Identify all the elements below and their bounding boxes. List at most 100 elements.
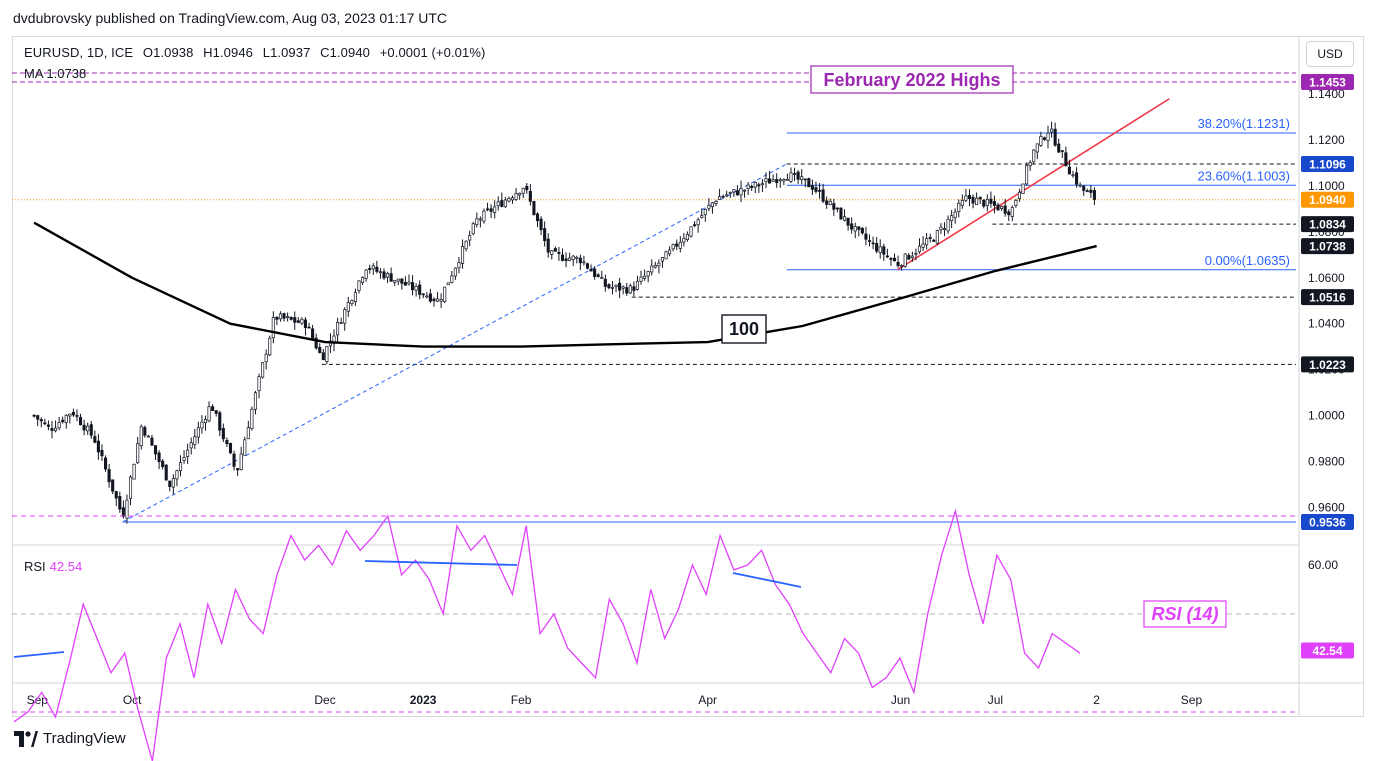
moving-average-line[interactable] — [33, 221, 1097, 348]
candle — [128, 475, 133, 506]
candle — [832, 198, 836, 216]
candle — [785, 173, 789, 181]
candle — [368, 264, 372, 274]
candle — [1014, 198, 1018, 208]
candle — [1071, 170, 1075, 178]
candle — [753, 181, 757, 194]
candle — [671, 243, 675, 252]
legend-symbol[interactable]: EURUSD, 1D, ICE — [24, 45, 134, 60]
candle — [871, 236, 875, 250]
candle — [286, 312, 290, 322]
rsi-title-box[interactable]: RSI (14) — [1143, 600, 1227, 628]
price-badge[interactable]: 1.0834 — [1301, 216, 1354, 233]
annotation-feb-highs[interactable]: February 2022 Highs — [810, 65, 1014, 94]
price-badge[interactable]: 1.0940 — [1301, 191, 1354, 208]
annotation-ma-label[interactable]: 100 — [721, 314, 767, 344]
candle — [393, 279, 397, 286]
candle — [193, 428, 197, 450]
candle — [596, 273, 600, 278]
candle — [889, 257, 893, 266]
candle — [543, 221, 547, 247]
candle — [93, 430, 97, 444]
candle — [782, 178, 786, 186]
candle — [75, 409, 79, 422]
candle — [882, 243, 886, 261]
candle — [118, 491, 122, 513]
footer-brand[interactable]: TradingView — [14, 730, 126, 747]
candle — [353, 288, 357, 306]
candle — [228, 442, 233, 455]
rsi-divergence-line[interactable] — [13, 651, 65, 658]
candle — [907, 252, 911, 260]
price-badge-label: 1.0940 — [1309, 193, 1346, 207]
candle — [682, 233, 686, 247]
price-badge[interactable]: 1.0223 — [1301, 356, 1354, 373]
candle — [593, 266, 597, 280]
candle — [96, 434, 100, 460]
candle — [471, 221, 475, 236]
price-badge[interactable]: 1.1453 — [1301, 74, 1354, 90]
candle — [560, 248, 565, 262]
candle — [407, 274, 411, 286]
rsi-value-badge[interactable]: 42.54 — [1301, 642, 1354, 659]
candle — [64, 414, 68, 429]
support-trendline[interactable] — [896, 98, 1170, 271]
candle — [1046, 125, 1050, 149]
candle — [850, 217, 854, 234]
candle — [382, 268, 386, 280]
rsi-legend-label: RSI — [24, 559, 46, 574]
candle — [989, 191, 993, 208]
candle — [157, 450, 161, 470]
candle — [1042, 136, 1046, 141]
candle — [792, 167, 797, 181]
price-badge[interactable]: 1.1096 — [1301, 155, 1354, 172]
currency-button[interactable]: USD — [1306, 41, 1354, 67]
tradingview-logo-icon — [14, 730, 38, 747]
fib-level-label: 23.60%(1.1003) — [1197, 168, 1290, 183]
candle — [714, 199, 718, 207]
candle — [664, 250, 668, 260]
price-badge[interactable]: 0.9536 — [1301, 514, 1354, 530]
candle — [546, 233, 550, 258]
candle — [760, 178, 764, 193]
candle — [521, 187, 525, 199]
candles-group[interactable] — [32, 121, 1096, 524]
candle — [143, 425, 147, 438]
candle — [1017, 188, 1022, 202]
rsi-y-tick-label: 60.00 — [1308, 558, 1338, 572]
legend-low: L1.0937 — [262, 45, 311, 60]
candle — [750, 184, 754, 192]
candle — [789, 167, 793, 184]
candle — [607, 283, 611, 290]
candle — [739, 180, 743, 202]
candle — [414, 283, 418, 297]
candle — [625, 282, 629, 296]
rsi-line[interactable] — [13, 508, 1081, 761]
candle — [707, 198, 711, 212]
candle — [539, 216, 543, 236]
candle — [807, 177, 811, 188]
rsi-divergence-line[interactable] — [364, 560, 518, 566]
candle — [825, 196, 829, 209]
candle — [100, 444, 104, 461]
candle — [778, 177, 782, 188]
rsi-legend[interactable]: RSI 42.54 — [24, 559, 82, 574]
candle — [375, 260, 379, 274]
candle — [932, 238, 936, 242]
candle — [39, 417, 43, 428]
y-tick-label: 1.1400 — [1308, 87, 1345, 101]
candle — [246, 420, 250, 440]
rsi-divergence-line[interactable] — [732, 572, 802, 588]
x-tick-label: Jul — [988, 693, 1003, 707]
candle — [621, 285, 625, 295]
y-tick-label: 1.0000 — [1308, 409, 1345, 423]
candle — [1003, 198, 1007, 217]
price-badge[interactable]: 1.0738 — [1301, 238, 1354, 255]
price-badge[interactable]: 1.0516 — [1301, 289, 1354, 306]
candle — [646, 270, 650, 283]
ma-legend[interactable]: MA 1.0738 — [24, 66, 86, 81]
candle — [428, 288, 432, 304]
candle — [361, 276, 365, 286]
candle — [735, 185, 739, 196]
